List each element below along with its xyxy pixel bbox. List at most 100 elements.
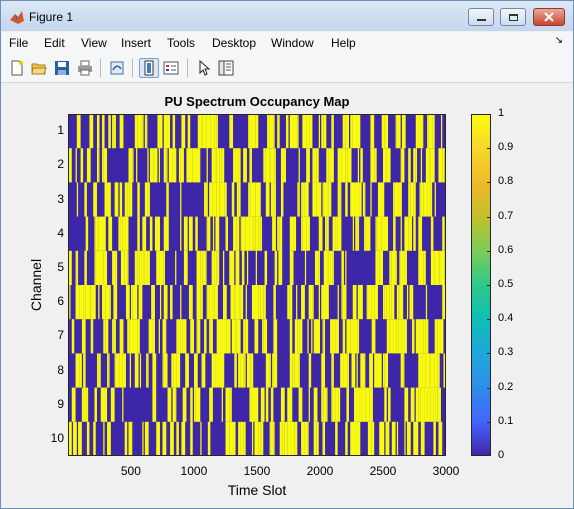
- occupied-cell: [278, 216, 280, 251]
- menu-file[interactable]: File: [9, 36, 29, 50]
- occupied-cell: [366, 216, 371, 251]
- menu-tools[interactable]: Tools: [167, 36, 196, 50]
- dock-figure-button[interactable]: [139, 58, 159, 78]
- occupied-cell: [251, 387, 255, 422]
- occupied-cell: [128, 148, 133, 183]
- occupied-cell: [98, 148, 100, 183]
- occupied-cell: [265, 148, 270, 183]
- occupied-cell: [267, 114, 270, 149]
- link-plot-icon: [110, 61, 124, 75]
- occupied-cell: [377, 216, 382, 251]
- occupied-cell: [294, 319, 298, 354]
- occupied-cell: [187, 114, 191, 149]
- occupied-cell: [107, 421, 111, 456]
- occupied-cell: [243, 319, 246, 354]
- colorbar-tick-label: 0.2: [498, 380, 514, 393]
- occupied-cell: [98, 285, 100, 320]
- occupied-cell: [196, 250, 201, 285]
- occupied-cell: [76, 114, 81, 149]
- occupied-cell: [90, 285, 92, 320]
- occupied-cell: [312, 148, 315, 183]
- y-tick-label: 6: [57, 294, 64, 309]
- occupied-cell: [289, 250, 294, 285]
- title-bar[interactable]: Figure 1: [1, 1, 573, 31]
- occupied-cell: [269, 148, 271, 183]
- occupied-cell: [383, 353, 385, 388]
- occupied-cell: [238, 182, 241, 217]
- minimize-button[interactable]: [468, 8, 494, 26]
- maximize-button[interactable]: [500, 8, 526, 26]
- occupied-cell: [245, 285, 247, 320]
- occupied-cell: [178, 319, 181, 354]
- occupied-cell: [326, 387, 328, 422]
- occupied-cell: [379, 250, 383, 285]
- occupied-cell: [433, 421, 436, 456]
- occupied-cell: [250, 353, 254, 388]
- occupied-cell: [137, 319, 140, 354]
- occupied-cell: [374, 285, 378, 320]
- property-editor-button[interactable]: [216, 58, 236, 78]
- occupied-cell: [162, 353, 164, 388]
- occupied-cell: [420, 387, 425, 422]
- menu-window[interactable]: Window: [271, 36, 314, 50]
- occupied-cell: [308, 387, 310, 422]
- occupied-cell: [321, 285, 326, 320]
- window-title: Figure 1: [29, 10, 74, 24]
- occupied-cell: [244, 353, 246, 388]
- new-figure-button[interactable]: [7, 58, 27, 78]
- menu-view[interactable]: View: [81, 36, 107, 50]
- occupied-cell: [217, 353, 221, 388]
- toolbar-separator: [187, 59, 188, 77]
- y-tick-label: 9: [57, 396, 64, 411]
- occupied-cell: [91, 319, 94, 354]
- occupied-cell: [384, 353, 389, 388]
- occupied-cell: [325, 285, 329, 320]
- colorbar-tick-mark: [487, 421, 491, 423]
- occupied-cell: [113, 285, 118, 320]
- link-plot-button[interactable]: [107, 58, 127, 78]
- occupied-cell: [144, 250, 148, 285]
- occupied-cell: [71, 387, 76, 422]
- pointer-button[interactable]: [194, 58, 214, 78]
- occupied-cell: [430, 182, 433, 217]
- occupied-cell: [254, 182, 256, 217]
- occupied-cell: [273, 319, 278, 354]
- occupancy-heatmap[interactable]: [68, 114, 446, 456]
- save-button[interactable]: [52, 58, 72, 78]
- menu-desktop[interactable]: Desktop: [212, 36, 257, 50]
- open-file-button[interactable]: [29, 58, 49, 78]
- insert-legend-button[interactable]: [161, 58, 181, 78]
- close-button[interactable]: [533, 8, 565, 26]
- occupied-cell: [251, 114, 255, 149]
- menu-help[interactable]: Help: [331, 36, 356, 50]
- occupied-cell: [245, 216, 250, 251]
- occupied-cell: [222, 285, 227, 320]
- occupied-cell: [119, 114, 124, 149]
- menu-edit[interactable]: Edit: [44, 36, 65, 50]
- occupied-cell: [236, 182, 239, 217]
- occupied-cell: [231, 319, 236, 354]
- occupied-cell: [335, 216, 338, 251]
- colorbar-tick-mark: [487, 353, 491, 355]
- occupied-cell: [385, 216, 389, 251]
- occupied-cell: [114, 182, 119, 217]
- occupied-cell: [440, 250, 445, 285]
- occupied-cell: [238, 421, 241, 456]
- occupied-cell: [380, 182, 385, 217]
- occupied-cell: [389, 250, 391, 285]
- dock-arrow-icon[interactable]: ↘: [554, 35, 563, 46]
- occupied-cell: [151, 285, 155, 320]
- occupied-cell: [320, 216, 323, 251]
- print-button[interactable]: [75, 58, 95, 78]
- occupied-cell: [341, 148, 346, 183]
- toolbar-separator: [100, 59, 101, 77]
- menu-insert[interactable]: Insert: [121, 36, 152, 50]
- occupied-cell: [380, 421, 385, 456]
- occupied-cell: [371, 319, 376, 354]
- occupied-cell: [89, 114, 94, 149]
- occupied-cell: [322, 319, 324, 354]
- occupied-cell: [273, 285, 276, 320]
- occupied-cell: [369, 353, 373, 388]
- occupied-cell: [85, 285, 90, 320]
- occupied-cell: [248, 182, 251, 217]
